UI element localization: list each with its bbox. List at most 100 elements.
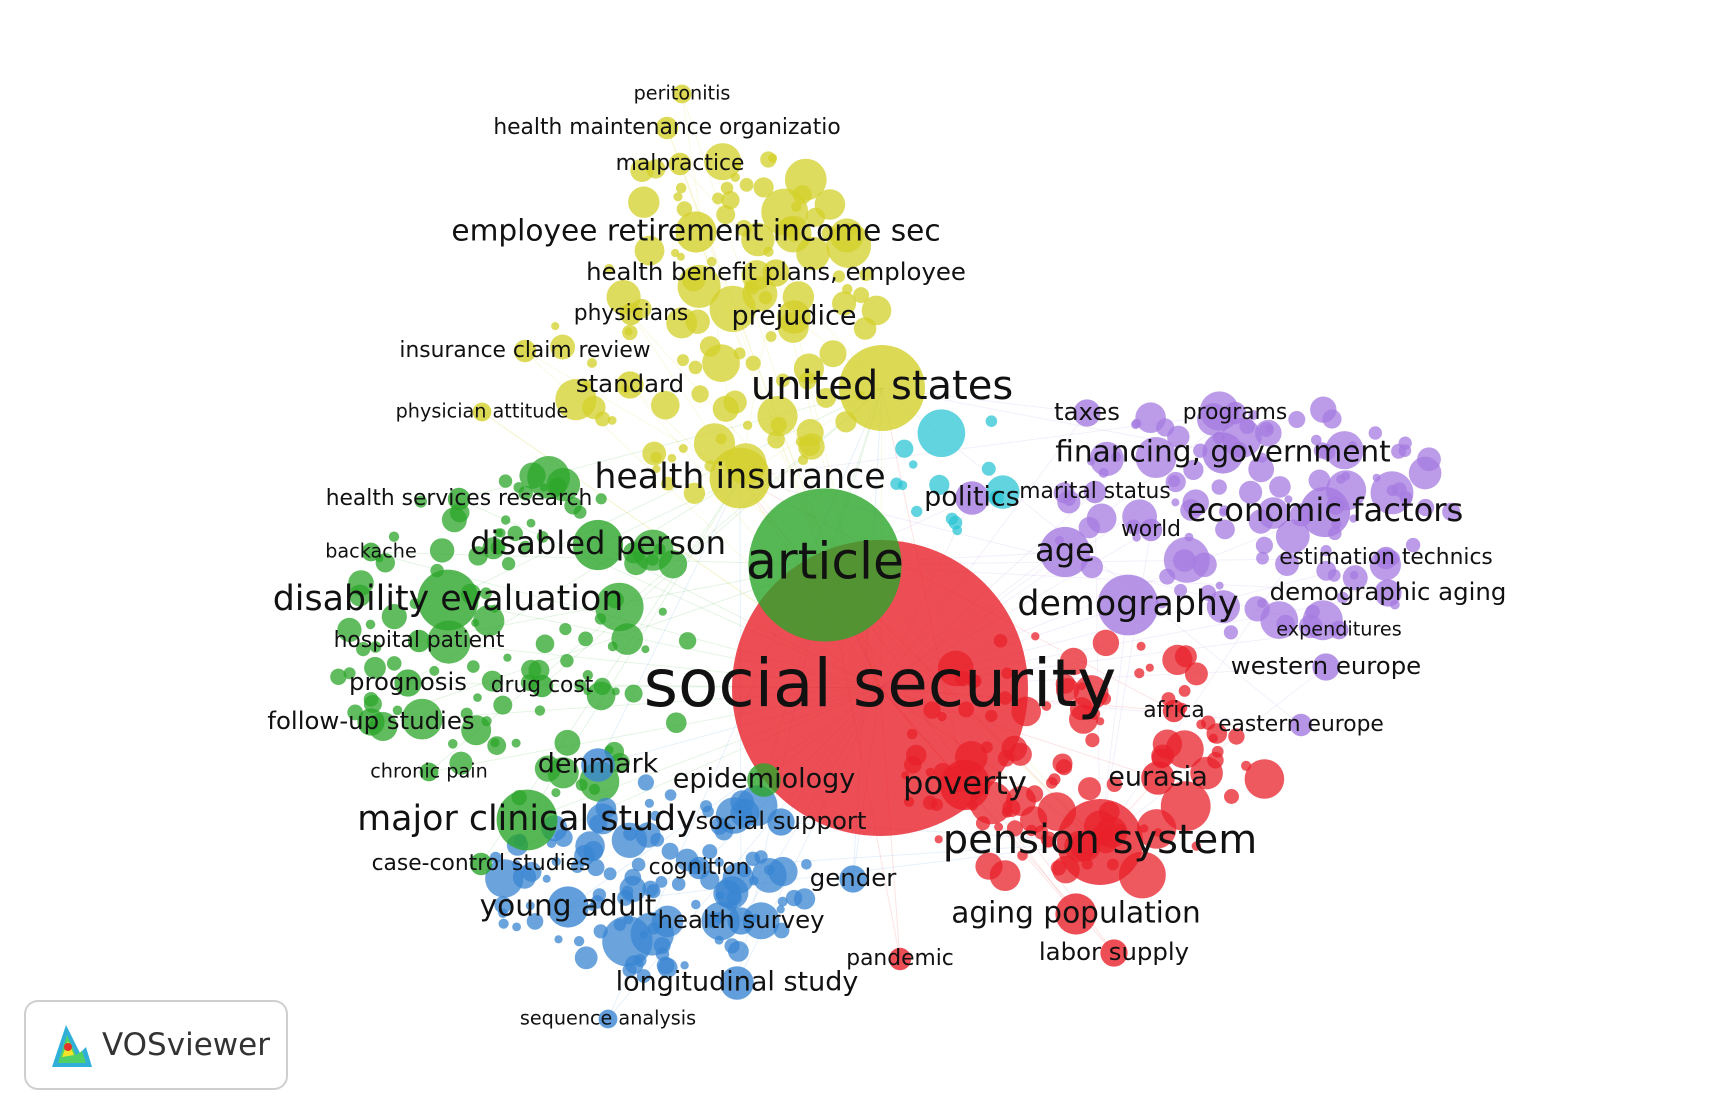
keyword-bubble[interactable] — [496, 789, 558, 851]
keyword-bubble[interactable] — [598, 1009, 618, 1029]
keyword-label[interactable]: longitudinal study — [616, 967, 859, 998]
keyword-label[interactable]: labor supply — [1039, 937, 1189, 966]
keyword-label[interactable]: young adult — [480, 889, 657, 923]
keyword-label[interactable]: pension system — [943, 817, 1257, 863]
keyword-label[interactable]: major clinical study — [357, 799, 696, 839]
keyword-label[interactable]: programs — [1183, 400, 1287, 425]
keyword-bubble[interactable] — [675, 211, 717, 253]
keyword-bubble[interactable] — [727, 907, 755, 935]
keyword-bubble[interactable] — [447, 487, 471, 511]
keyword-bubble[interactable] — [1083, 480, 1107, 504]
keyword-label[interactable]: prognosis — [349, 667, 467, 696]
keyword-label[interactable]: eurasia — [1108, 762, 1207, 793]
keyword-bubble[interactable] — [1202, 432, 1244, 474]
keyword-bubble[interactable] — [1057, 799, 1143, 885]
keyword-label[interactable]: malpractice — [616, 151, 745, 176]
keyword-bubble[interactable] — [1374, 546, 1398, 570]
keyword-label[interactable]: disabled person — [470, 524, 726, 562]
keyword-label[interactable]: physician attitude — [396, 400, 569, 423]
keyword-bubble[interactable] — [747, 763, 781, 797]
keyword-label[interactable]: demographic aging — [1270, 577, 1507, 606]
keyword-bubble[interactable] — [709, 447, 771, 509]
keyword-label[interactable]: social security — [644, 645, 1117, 722]
keyword-bubble[interactable] — [748, 488, 902, 642]
keyword-bubble[interactable] — [888, 947, 912, 971]
keyword-label[interactable]: health benefit plans, employee — [586, 257, 966, 286]
keyword-label[interactable]: eastern europe — [1218, 712, 1384, 737]
keyword-bubble[interactable] — [547, 886, 589, 928]
keyword-label[interactable]: western europe — [1231, 651, 1421, 680]
keyword-bubble[interactable] — [581, 748, 615, 782]
keyword-bubble[interactable] — [687, 856, 711, 880]
keyword-bubble[interactable] — [530, 674, 554, 698]
keyword-bubble[interactable] — [1141, 761, 1175, 795]
keyword-bubble[interactable] — [1223, 401, 1247, 425]
keyword-label[interactable]: backache — [325, 540, 417, 563]
keyword-label[interactable]: economic factors — [1187, 491, 1464, 529]
keyword-bubble[interactable] — [1329, 620, 1349, 640]
keyword-bubble[interactable] — [955, 481, 989, 515]
keyword-bubble[interactable] — [668, 152, 692, 176]
keyword-label[interactable]: sequence analysis — [520, 1007, 696, 1030]
keyword-label[interactable]: poverty — [903, 764, 1027, 802]
keyword-bubble[interactable] — [1073, 399, 1101, 427]
keyword-label[interactable]: united states — [751, 363, 1013, 409]
keyword-label[interactable]: health maintenance organizatio — [493, 115, 840, 140]
keyword-label[interactable]: epidemiology — [673, 764, 855, 795]
keyword-label[interactable]: follow-up studies — [267, 706, 474, 735]
keyword-bubble[interactable] — [1374, 579, 1402, 607]
keyword-label[interactable]: insurance claim review — [399, 338, 650, 363]
keyword-bubble[interactable] — [1097, 574, 1159, 636]
keyword-label[interactable]: marital status — [1019, 479, 1170, 504]
keyword-label[interactable]: financing, government — [1055, 435, 1391, 469]
keyword-bubble[interactable] — [762, 259, 790, 287]
keyword-label[interactable]: health survey — [657, 905, 824, 934]
keyword-label[interactable]: expenditures — [1276, 618, 1401, 641]
keyword-bubble[interactable] — [1139, 518, 1163, 542]
keyword-bubble[interactable] — [394, 669, 422, 697]
keyword-label[interactable]: physicians — [574, 301, 689, 326]
keyword-bubble[interactable] — [407, 629, 431, 653]
keyword-bubble[interactable] — [616, 371, 644, 399]
keyword-bubble[interactable] — [777, 300, 811, 334]
keyword-bubble[interactable] — [1312, 653, 1340, 681]
keyword-bubble[interactable] — [472, 402, 492, 422]
keyword-label[interactable]: health services research — [326, 486, 593, 511]
keyword-bubble[interactable] — [767, 808, 795, 836]
keyword-label[interactable]: politics — [924, 482, 1020, 513]
keyword-bubble[interactable] — [357, 708, 385, 736]
keyword-label[interactable]: employee retirement income sec — [451, 214, 940, 248]
keyword-label[interactable]: case-control studies — [372, 851, 591, 876]
keyword-label[interactable]: taxes — [1054, 397, 1120, 426]
keyword-label[interactable]: standard — [576, 369, 684, 398]
keyword-bubble[interactable] — [839, 865, 867, 893]
keyword-bubble[interactable] — [720, 966, 754, 1000]
keyword-label[interactable]: estimation technics — [1279, 545, 1493, 570]
keyword-bubble[interactable] — [672, 84, 692, 104]
keyword-label[interactable]: drug cost — [491, 673, 594, 698]
keyword-label[interactable]: world — [1121, 517, 1181, 542]
keyword-label[interactable]: disability evaluation — [273, 579, 624, 619]
keyword-label[interactable]: peritonitis — [634, 82, 731, 105]
keyword-bubble[interactable] — [361, 542, 381, 562]
keyword-bubble[interactable] — [1039, 526, 1091, 578]
keyword-bubble[interactable] — [939, 759, 991, 811]
keyword-label[interactable]: health insurance — [594, 457, 885, 497]
keyword-bubble[interactable] — [839, 345, 925, 431]
keyword-label[interactable]: denmark — [538, 749, 659, 780]
keyword-bubble[interactable] — [1299, 486, 1351, 538]
keyword-bubble[interactable] — [1100, 939, 1128, 967]
keyword-bubble[interactable] — [469, 852, 493, 876]
keyword-bubble[interactable] — [513, 339, 537, 363]
keyword-label[interactable]: africa — [1143, 698, 1204, 723]
keyword-label[interactable]: cognition — [649, 855, 750, 880]
keyword-label[interactable]: demography — [1017, 584, 1238, 624]
keyword-label[interactable]: hospital patient — [334, 628, 505, 653]
keyword-bubble[interactable] — [655, 116, 679, 140]
keyword-bubble[interactable] — [1162, 699, 1186, 723]
keyword-label[interactable]: social support — [696, 806, 867, 835]
keyword-label[interactable]: pandemic — [846, 946, 954, 971]
keyword-label[interactable]: prejudice — [732, 301, 857, 332]
keyword-bubble[interactable] — [419, 762, 439, 782]
keyword-label[interactable]: age — [1035, 531, 1095, 569]
